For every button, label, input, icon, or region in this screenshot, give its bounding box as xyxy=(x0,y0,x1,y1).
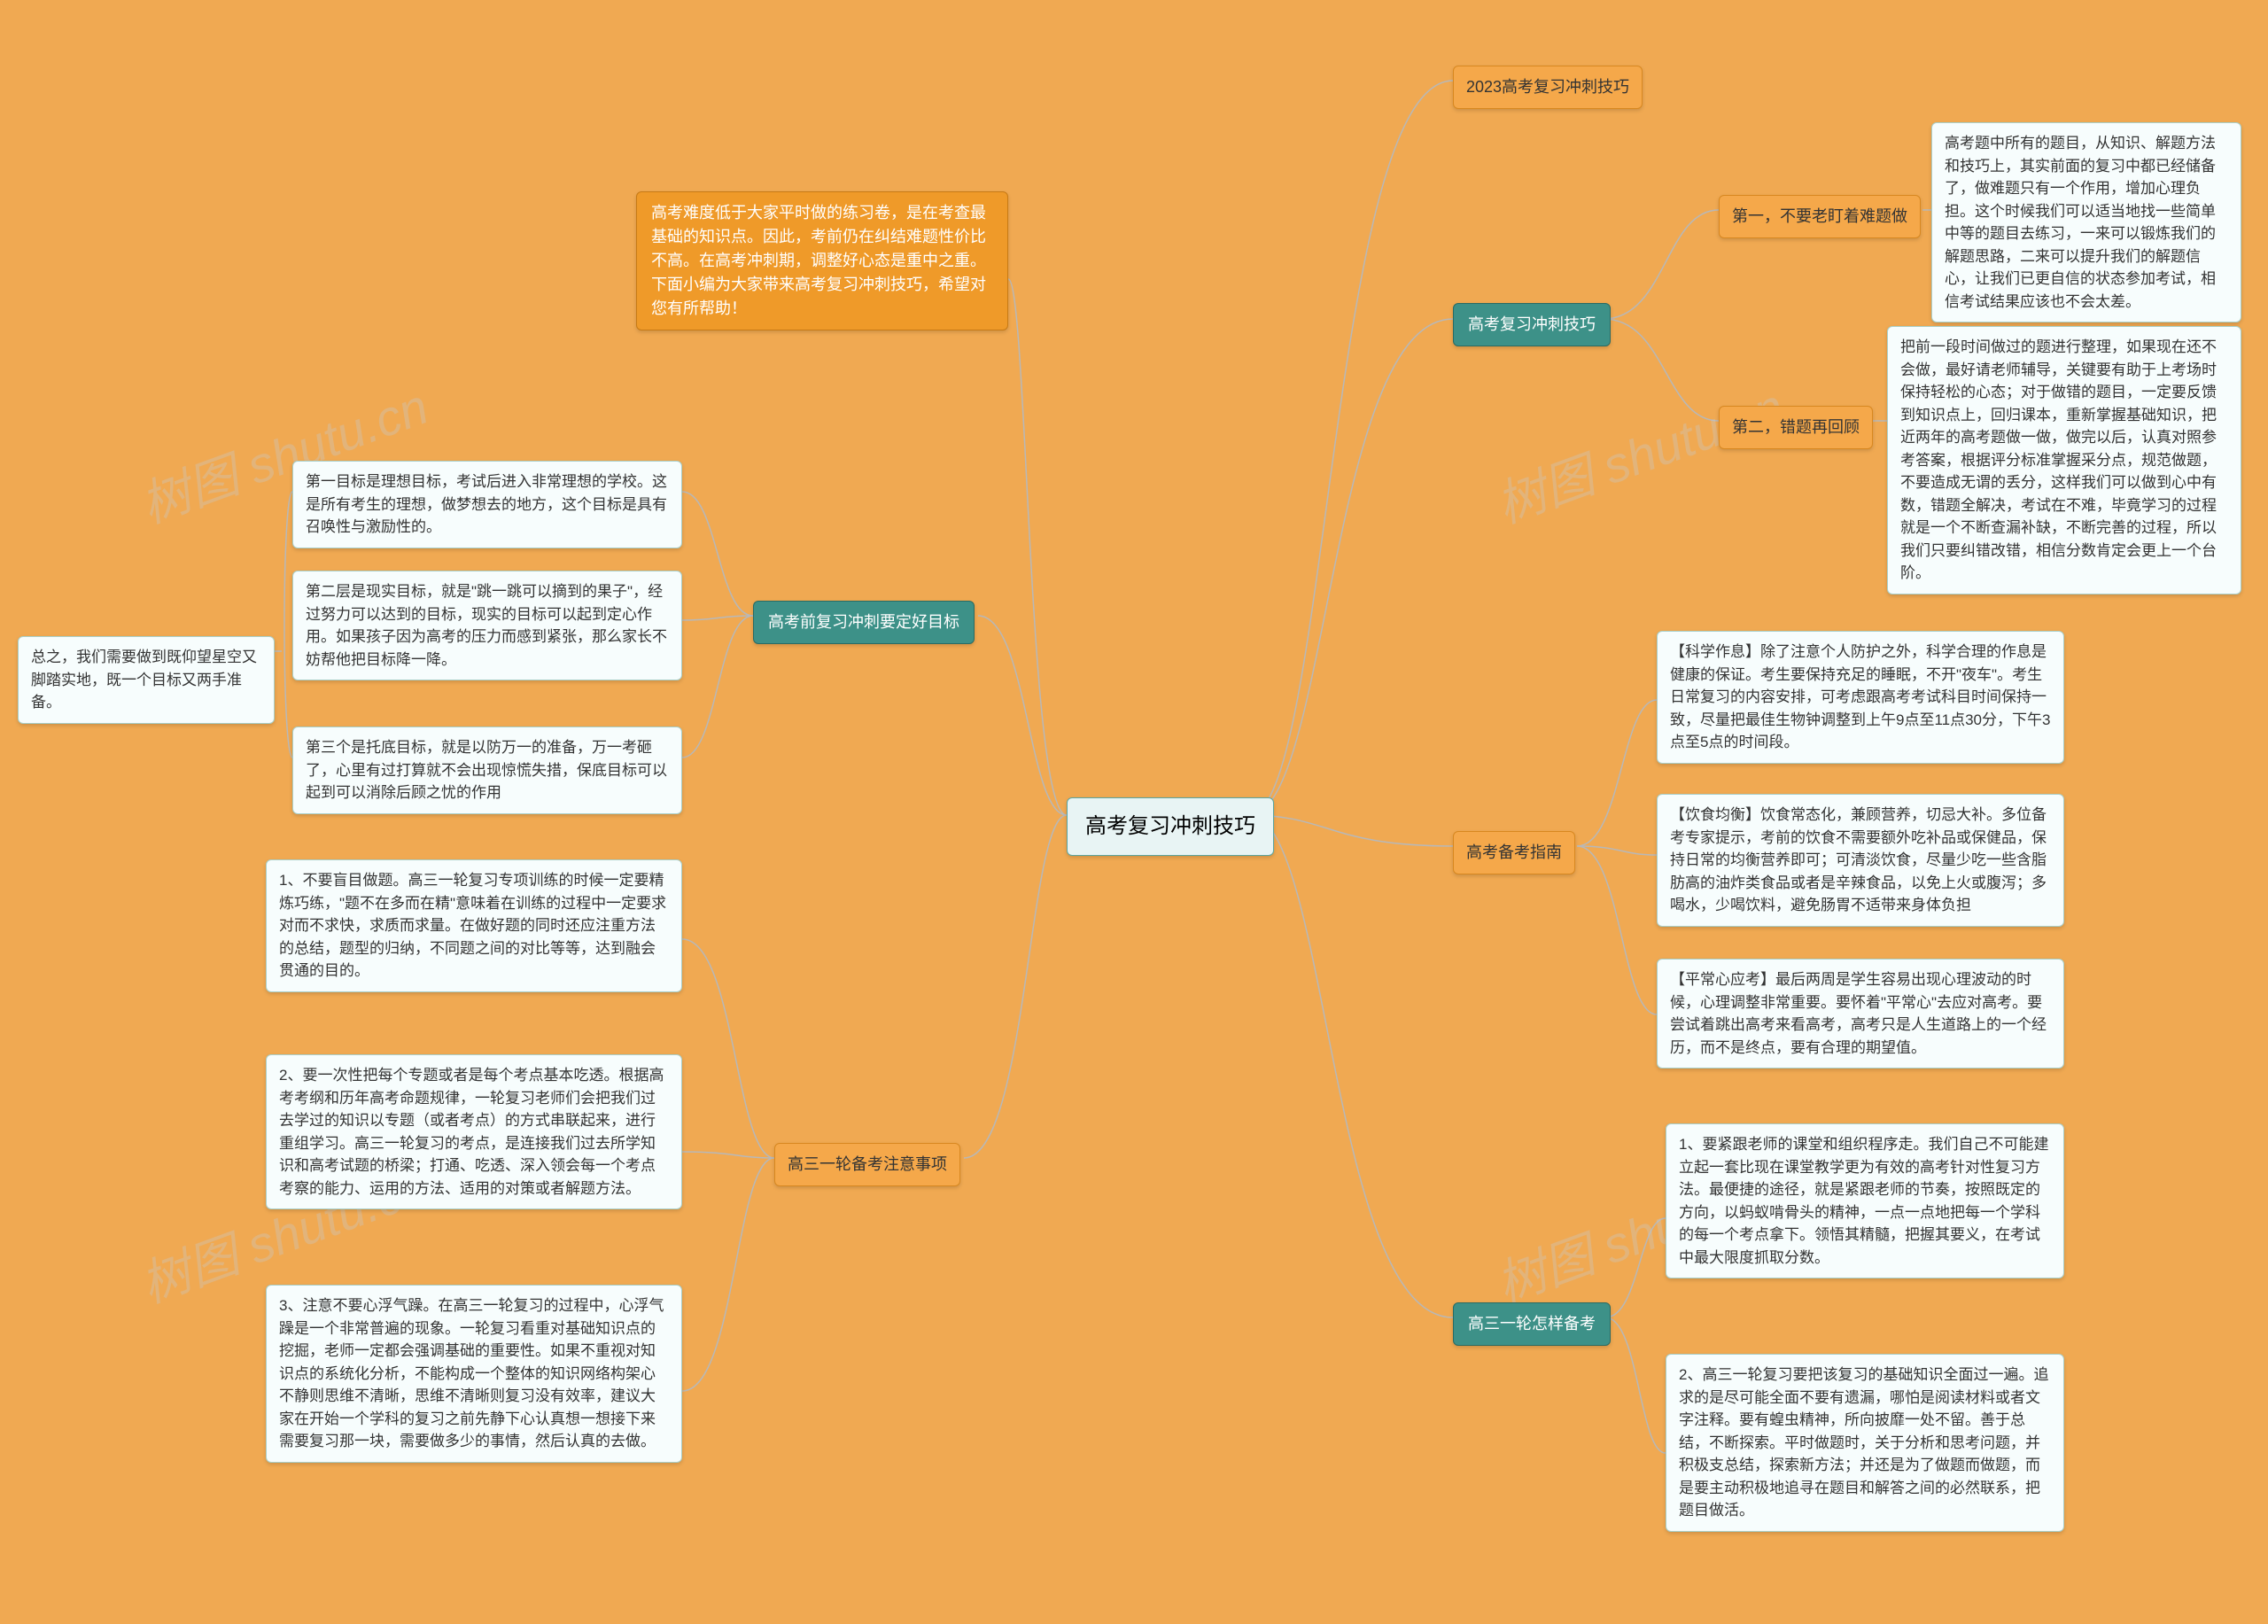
branch-round1-notes[interactable]: 高三一轮备考注意事项 xyxy=(774,1143,960,1186)
leaf-note-2[interactable]: 2、要一次性把每个专题或者是每个考点基本吃透。根据高考考纲和历年高考命题规律，一… xyxy=(266,1054,682,1209)
leaf-goal-2[interactable]: 第二层是现实目标，就是"跳一跳可以摘到的果子"，经过努力可以达到的目标，现实的目… xyxy=(292,571,682,680)
branch-prep-guide[interactable]: 高考备考指南 xyxy=(1453,831,1575,874)
leaf-goal-3[interactable]: 第三个是托底目标，就是以防万一的准备，万一考砸了，心里有过打算就不会出现惊慌失措… xyxy=(292,727,682,814)
round1-how-2[interactable]: 2、高三一轮复习要把该复习的基础知识全面过一遍。追求的是尽可能全面不要有遗漏，哪… xyxy=(1666,1354,2064,1532)
tip-2-text[interactable]: 把前一段时间做过的题进行整理，如果现在还不会做，最好请老师辅导，关键要有助于上考… xyxy=(1887,326,2241,594)
leaf-goal-1[interactable]: 第一目标是理想目标，考试后进入非常理想的学校。这是所有考生的理想，做梦想去的地方… xyxy=(292,461,682,548)
leaf-goal-summary[interactable]: 总之，我们需要做到既仰望星空又脚踏实地，既一个目标又两手准备。 xyxy=(18,636,275,724)
guide-diet[interactable]: 【饮食均衡】饮食常态化，兼顾营养，切忌大补。多位备考专家提示，考前的饮食不需要额… xyxy=(1657,794,2064,927)
guide-rest[interactable]: 【科学作息】除了注意个人防护之外，科学合理的作息是健康的保证。考生要保持充足的睡… xyxy=(1657,631,2064,764)
leaf-note-3[interactable]: 3、注意不要心浮气躁。在高三一轮复习的过程中，心浮气躁是一个非常普遍的现象。一轮… xyxy=(266,1285,682,1463)
guide-mindset[interactable]: 【平常心应考】最后两周是学生容易出现心理波动的时候，心理调整非常重要。要怀着"平… xyxy=(1657,959,2064,1068)
branch-sprint-tips[interactable]: 高考复习冲刺技巧 xyxy=(1453,303,1611,346)
watermark: 树图 shutu.cn xyxy=(1485,367,1792,537)
tip-1-label[interactable]: 第一，不要老盯着难题做 xyxy=(1719,195,1921,238)
branch-goals[interactable]: 高考前复习冲刺要定好目标 xyxy=(753,601,975,644)
branch-2023-title[interactable]: 2023高考复习冲刺技巧 xyxy=(1453,66,1643,109)
tip-1-text[interactable]: 高考题中所有的题目，从知识、解题方法和技巧上，其实前面的复习中都已经储备了，做难… xyxy=(1931,122,2241,322)
intro-node[interactable]: 高考难度低于大家平时做的练习卷，是在考查最基础的知识点。因此，考前仍在纠结难题性… xyxy=(636,191,1008,330)
round1-how-1[interactable]: 1、要紧跟老师的课堂和组织程序走。我们自己不可能建立起一套比现在课堂教学更为有效… xyxy=(1666,1123,2064,1278)
leaf-note-1[interactable]: 1、不要盲目做题。高三一轮复习专项训练的时候一定要精炼巧练，"题不在多而在精"意… xyxy=(266,859,682,992)
root-node[interactable]: 高考复习冲刺技巧 xyxy=(1067,797,1274,856)
branch-round1-how[interactable]: 高三一轮怎样备考 xyxy=(1453,1302,1611,1346)
tip-2-label[interactable]: 第二，错题再回顾 xyxy=(1719,406,1873,449)
